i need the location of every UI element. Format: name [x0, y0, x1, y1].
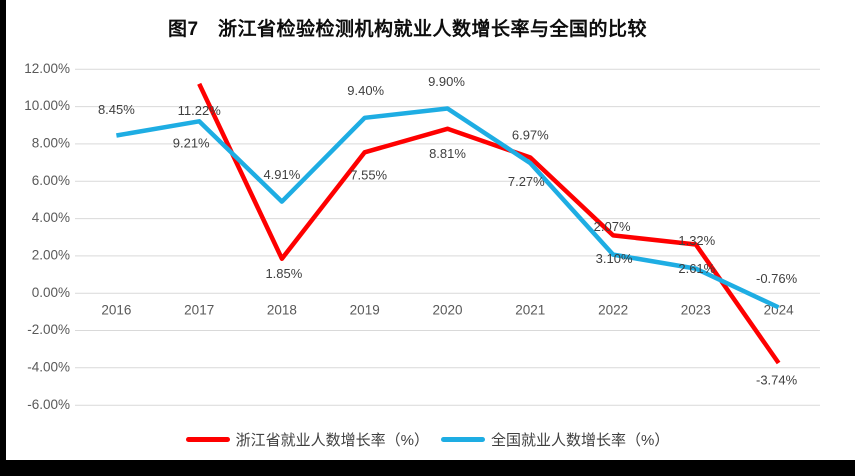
legend-item-zhejiang: 浙江省就业人数增长率（%）	[185, 429, 429, 450]
y-axis-tick-label: -2.00%	[27, 322, 70, 337]
national-data-label: 6.97%	[512, 128, 549, 143]
x-axis-label: 2017	[184, 303, 214, 318]
y-axis-tick-label: 10.00%	[24, 98, 70, 113]
zhejiang-data-label: 11.22%	[178, 103, 222, 118]
legend-label-national: 全国就业人数增长率（%）	[491, 432, 670, 449]
national-data-label: 2.07%	[594, 219, 631, 234]
y-axis-tick-label: 4.00%	[32, 210, 70, 225]
national-data-label: 9.90%	[428, 74, 465, 89]
national-line	[116, 106, 780, 310]
zhejiang-data-label: 7.55%	[350, 168, 387, 183]
x-axis-label: 2020	[432, 303, 462, 318]
chart-legend: 浙江省就业人数增长率（%） 全国就业人数增长率（%）	[6, 429, 849, 450]
y-axis-tick-label: -6.00%	[27, 397, 70, 412]
zhejiang-data-label: 3.10%	[596, 251, 633, 266]
zhejiang-data-label: 2.61%	[678, 261, 715, 276]
x-axis-label: 2018	[267, 303, 297, 318]
series-group	[116, 82, 781, 365]
x-axis-label: 2023	[681, 303, 711, 318]
national-data-label: -0.76%	[756, 271, 798, 286]
zhejiang-data-label: 7.27%	[508, 174, 545, 189]
zhejiang-data-label: 1.85%	[265, 266, 302, 281]
legend-item-national: 全国就业人数增长率（%）	[441, 429, 669, 450]
zhejiang-data-label: -3.74%	[756, 372, 798, 387]
national-data-label: 9.40%	[347, 83, 384, 98]
zhejiang-line-swatch	[185, 437, 230, 442]
axis-labels-group: 12.00% 10.00% 8.00% 6.00% 4.00% 2.00% 0.00% -2.…	[24, 61, 794, 412]
y-axis-tick-label: 6.00%	[32, 173, 70, 188]
y-axis-tick-label: -4.00%	[27, 359, 70, 374]
zhejiang-line	[197, 82, 781, 365]
x-axis-label: 2019	[350, 303, 380, 318]
y-axis-tick-label: 0.00%	[32, 285, 70, 300]
legend-label-zhejiang: 浙江省就业人数增长率（%）	[235, 432, 429, 449]
national-data-label: 8.45%	[98, 102, 135, 117]
x-axis-label: 2021	[515, 303, 545, 318]
page-background	[6, 0, 855, 460]
y-axis-tick-label: 2.00%	[32, 247, 70, 262]
national-line-swatch	[441, 437, 485, 442]
chart-title: 图7 浙江省检验检测机构就业人数增长率与全国的比较	[167, 19, 648, 40]
y-axis-tick-label: 12.00%	[24, 61, 70, 76]
national-data-label: 9.21%	[173, 136, 210, 151]
zhejiang-data-label: 8.81%	[429, 146, 466, 161]
data-labels-group: 11.22% 1.85% 7.55% 8.81% 7.27% 3.10% 2.61% -3.7…	[98, 74, 798, 388]
national-data-label: 4.91%	[263, 167, 300, 182]
y-axis-tick-label: 8.00%	[32, 135, 70, 150]
x-axis-label: 2022	[598, 303, 628, 318]
national-data-label: 1.32%	[678, 233, 715, 248]
x-axis-label: 2016	[101, 303, 131, 318]
